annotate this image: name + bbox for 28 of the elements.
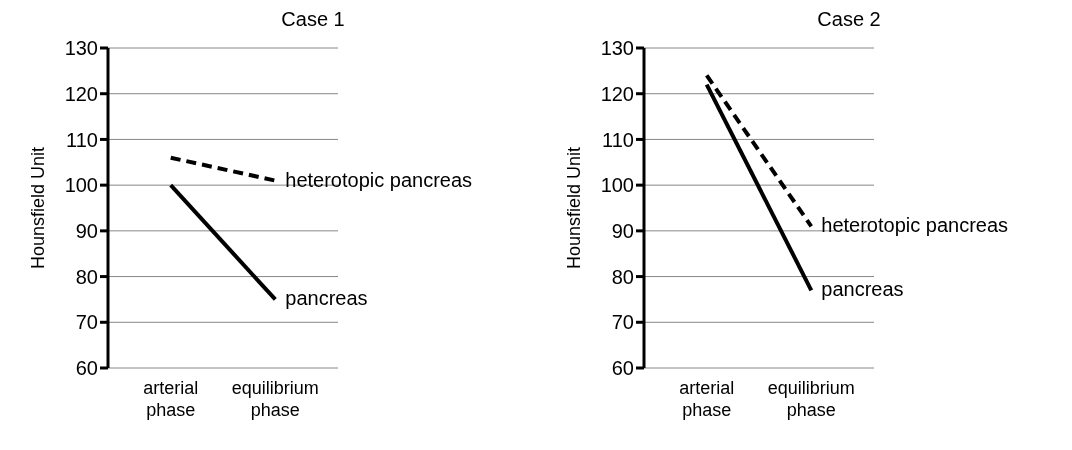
y-tick-label: 90 (611, 219, 634, 242)
y-tick-label: 110 (602, 128, 634, 151)
y-tick-label: 130 (64, 37, 98, 60)
y-tick-label: 100 (64, 174, 98, 197)
x-tick-label: equilibrium phase (231, 378, 319, 420)
y-axis-title: Hounsfield Unit (28, 146, 49, 270)
series-label: pancreas (285, 287, 368, 310)
y-tick-label: 60 (75, 357, 98, 380)
y-tick-label: 110 (66, 128, 98, 151)
series-label: heterotopic pancreas (285, 168, 473, 191)
y-axis-title: Hounsfield Unit (564, 146, 585, 270)
x-tick-label: equilibrium phase (767, 378, 855, 420)
chart-title: Case 2 (816, 8, 882, 32)
y-tick-label: 90 (75, 219, 98, 242)
x-tick-label: arterial phase (143, 378, 199, 420)
series-label: heterotopic pancreas (821, 214, 1009, 237)
series-label: pancreas (821, 278, 904, 301)
y-tick-label: 70 (611, 311, 634, 334)
y-tick-label: 80 (75, 265, 98, 288)
y-tick-label: 100 (600, 174, 634, 197)
chart-title: Case 1 (280, 8, 346, 32)
y-tick-label: 80 (611, 265, 634, 288)
x-tick-label: arterial phase (679, 378, 735, 420)
y-tick-label: 120 (600, 82, 634, 105)
y-tick-label: 60 (611, 357, 634, 380)
y-tick-label: 120 (64, 82, 98, 105)
y-tick-label: 130 (600, 37, 634, 60)
y-tick-label: 70 (75, 311, 98, 334)
